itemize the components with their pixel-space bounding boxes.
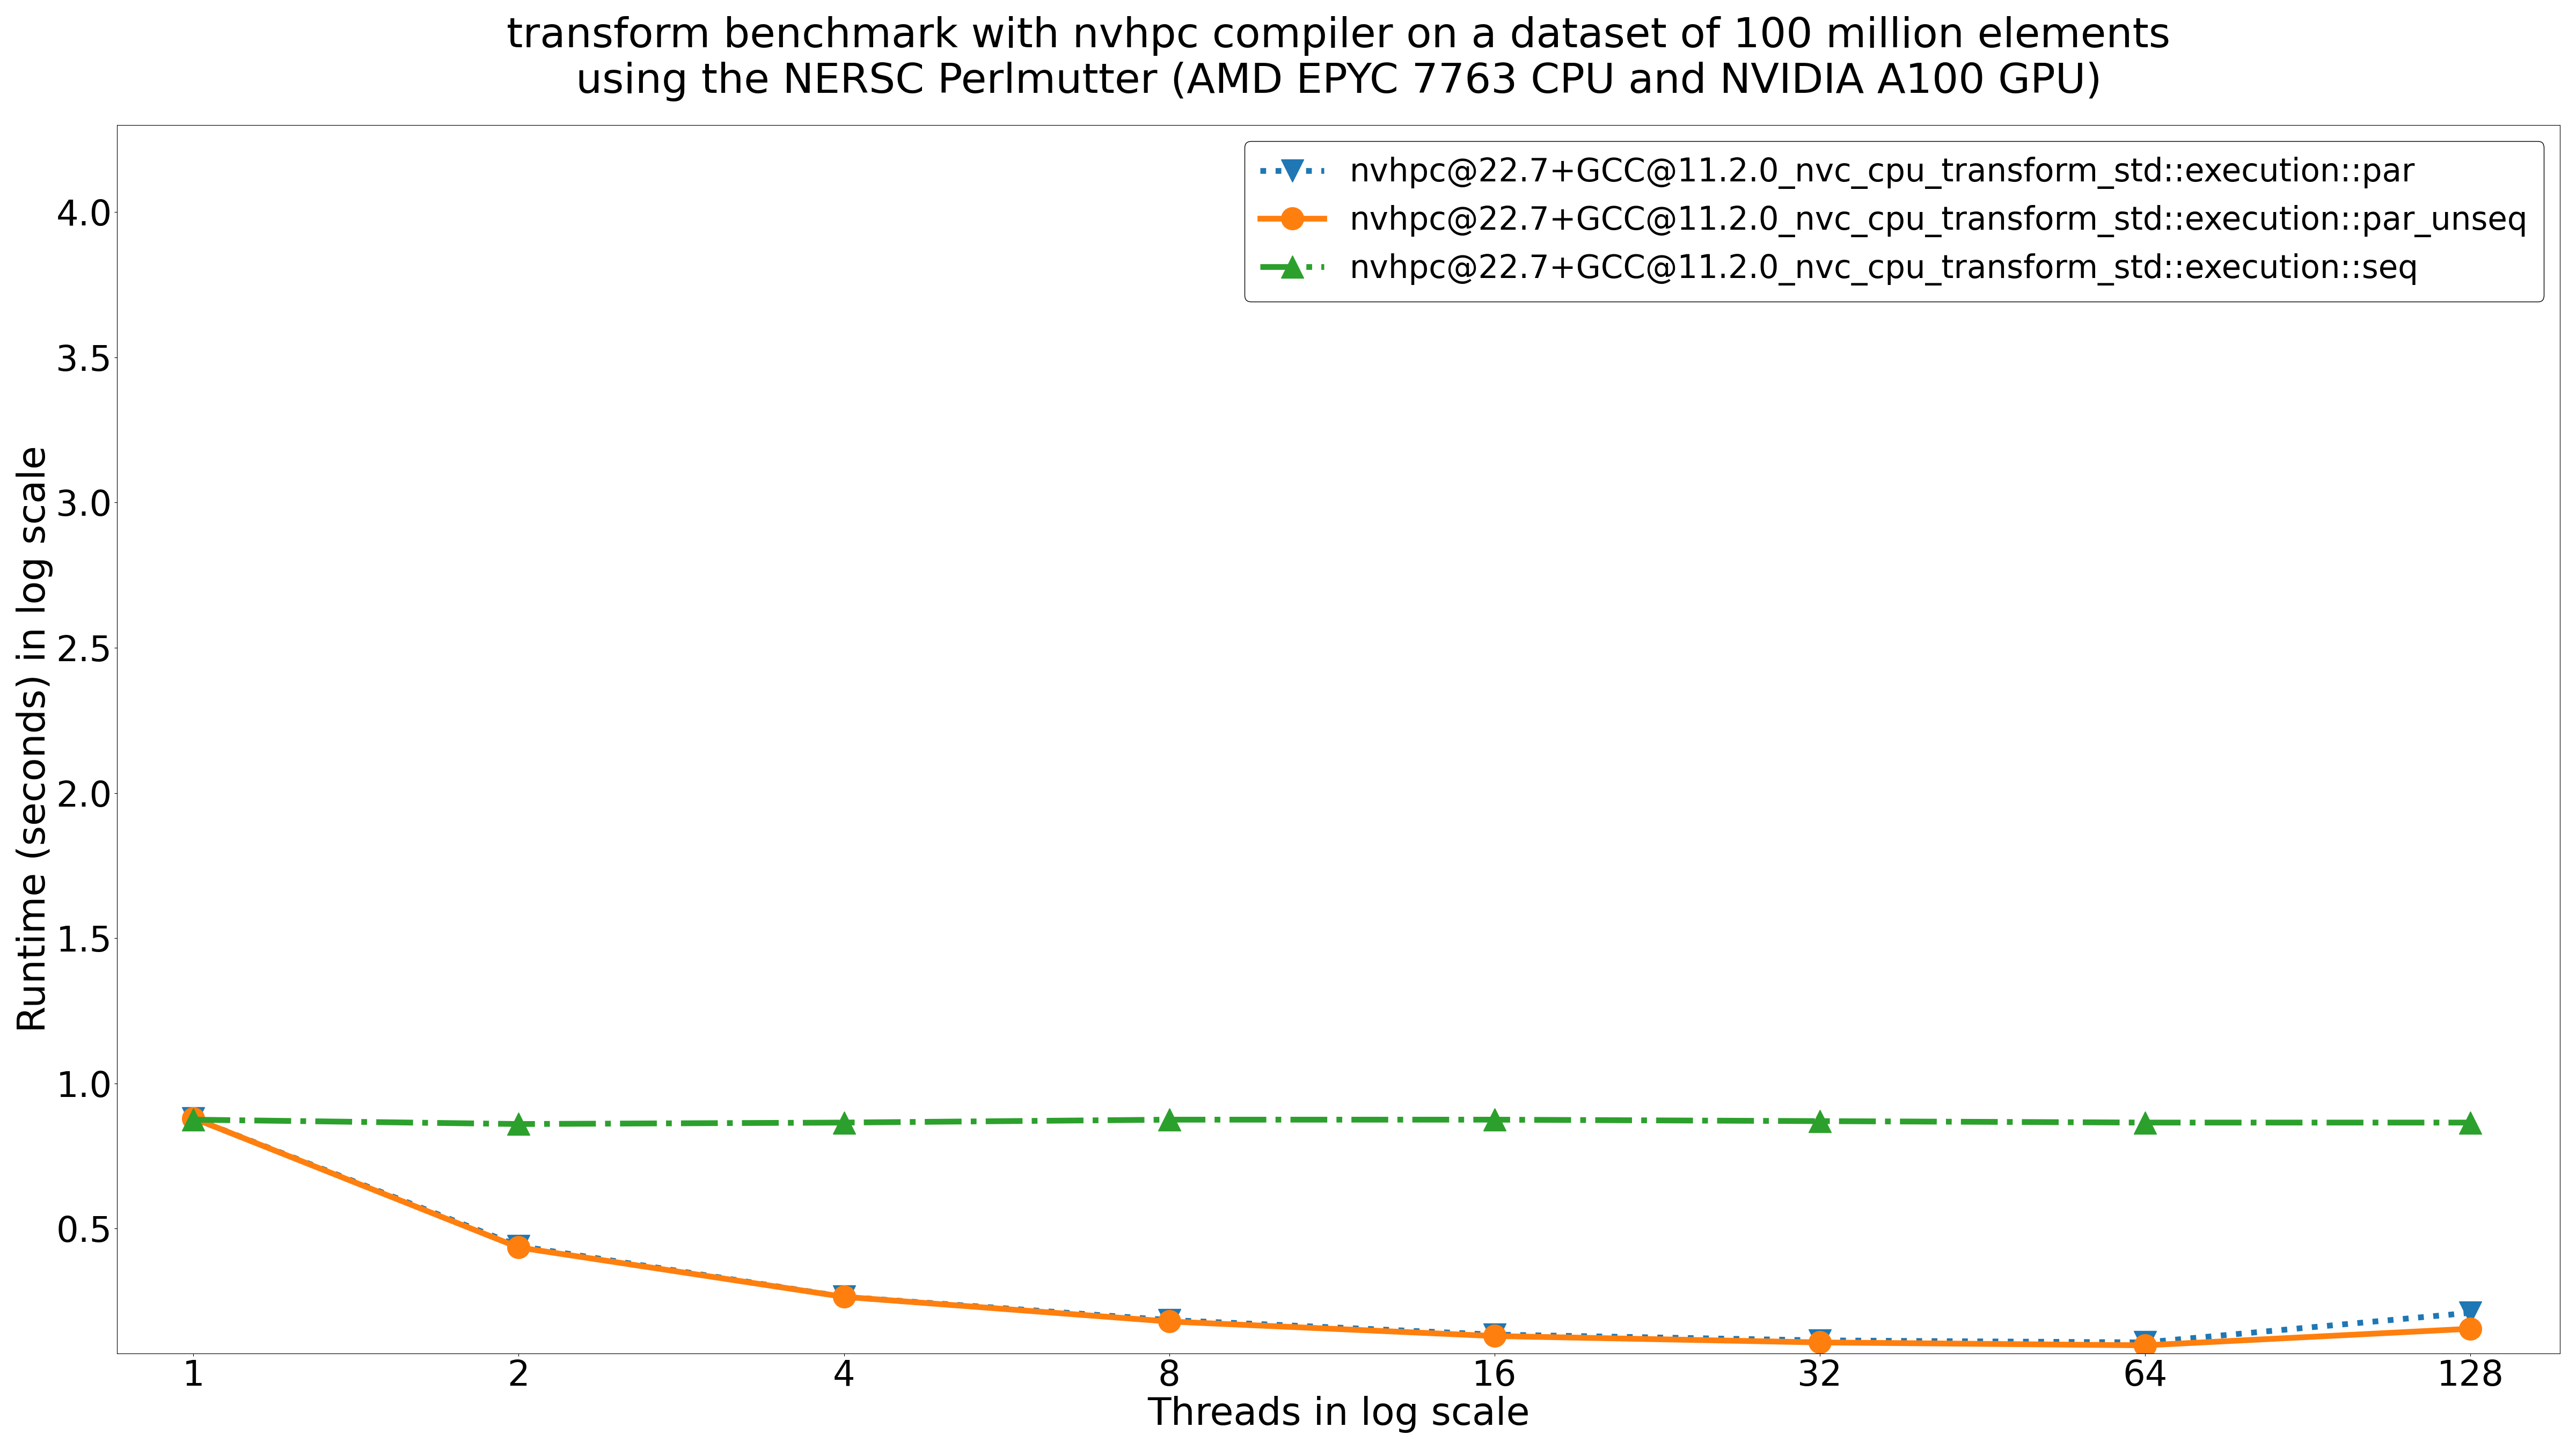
Line: nvhpc@22.7+GCC@11.2.0_nvc_cpu_transform_std::execution::par_unseq: nvhpc@22.7+GCC@11.2.0_nvc_cpu_transform_…: [183, 1107, 2481, 1356]
nvhpc@22.7+GCC@11.2.0_nvc_cpu_transform_std::execution::par: [1154, 1311, 1185, 1329]
nvhpc@22.7+GCC@11.2.0_nvc_cpu_transform_std::execution::par_unseq: [1479, 1327, 1510, 1345]
nvhpc@22.7+GCC@11.2.0_nvc_cpu_transform_std::execution::par_unseq: [2130, 1336, 2161, 1353]
Y-axis label: Runtime (seconds) in log scale: Runtime (seconds) in log scale: [15, 446, 54, 1033]
X-axis label: Threads in log scale: Threads in log scale: [1146, 1395, 1530, 1433]
nvhpc@22.7+GCC@11.2.0_nvc_cpu_transform_std::execution::seq: [178, 1111, 209, 1129]
nvhpc@22.7+GCC@11.2.0_nvc_cpu_transform_std::execution::seq: [1154, 1111, 1185, 1129]
nvhpc@22.7+GCC@11.2.0_nvc_cpu_transform_std::execution::seq: [1479, 1111, 1510, 1129]
Title: transform benchmark with nvhpc compiler on a dataset of 100 million elements
usi: transform benchmark with nvhpc compiler …: [507, 16, 2172, 101]
nvhpc@22.7+GCC@11.2.0_nvc_cpu_transform_std::execution::par: [178, 1110, 209, 1127]
nvhpc@22.7+GCC@11.2.0_nvc_cpu_transform_std::execution::seq: [502, 1116, 533, 1133]
nvhpc@22.7+GCC@11.2.0_nvc_cpu_transform_std::execution::par_unseq: [502, 1239, 533, 1256]
nvhpc@22.7+GCC@11.2.0_nvc_cpu_transform_std::execution::seq: [2130, 1114, 2161, 1132]
nvhpc@22.7+GCC@11.2.0_nvc_cpu_transform_std::execution::par_unseq: [1154, 1313, 1185, 1330]
nvhpc@22.7+GCC@11.2.0_nvc_cpu_transform_std::execution::par: [502, 1237, 533, 1255]
nvhpc@22.7+GCC@11.2.0_nvc_cpu_transform_std::execution::par_unseq: [1803, 1333, 1834, 1350]
nvhpc@22.7+GCC@11.2.0_nvc_cpu_transform_std::execution::seq: [2455, 1114, 2486, 1132]
nvhpc@22.7+GCC@11.2.0_nvc_cpu_transform_std::execution::seq: [829, 1114, 860, 1132]
nvhpc@22.7+GCC@11.2.0_nvc_cpu_transform_std::execution::par_unseq: [2455, 1320, 2486, 1337]
nvhpc@22.7+GCC@11.2.0_nvc_cpu_transform_std::execution::par_unseq: [178, 1110, 209, 1127]
Legend: nvhpc@22.7+GCC@11.2.0_nvc_cpu_transform_std::execution::par, nvhpc@22.7+GCC@11.2: nvhpc@22.7+GCC@11.2.0_nvc_cpu_transform_…: [1244, 141, 2545, 301]
Line: nvhpc@22.7+GCC@11.2.0_nvc_cpu_transform_std::execution::seq: nvhpc@22.7+GCC@11.2.0_nvc_cpu_transform_…: [183, 1108, 2481, 1135]
nvhpc@22.7+GCC@11.2.0_nvc_cpu_transform_std::execution::par: [829, 1288, 860, 1306]
nvhpc@22.7+GCC@11.2.0_nvc_cpu_transform_std::execution::par: [1479, 1326, 1510, 1343]
Line: nvhpc@22.7+GCC@11.2.0_nvc_cpu_transform_std::execution::par: nvhpc@22.7+GCC@11.2.0_nvc_cpu_transform_…: [183, 1107, 2481, 1353]
nvhpc@22.7+GCC@11.2.0_nvc_cpu_transform_std::execution::par: [2130, 1333, 2161, 1350]
nvhpc@22.7+GCC@11.2.0_nvc_cpu_transform_std::execution::par: [1803, 1332, 1834, 1349]
nvhpc@22.7+GCC@11.2.0_nvc_cpu_transform_std::execution::par: [2455, 1304, 2486, 1321]
nvhpc@22.7+GCC@11.2.0_nvc_cpu_transform_std::execution::par_unseq: [829, 1288, 860, 1306]
nvhpc@22.7+GCC@11.2.0_nvc_cpu_transform_std::execution::seq: [1803, 1113, 1834, 1130]
